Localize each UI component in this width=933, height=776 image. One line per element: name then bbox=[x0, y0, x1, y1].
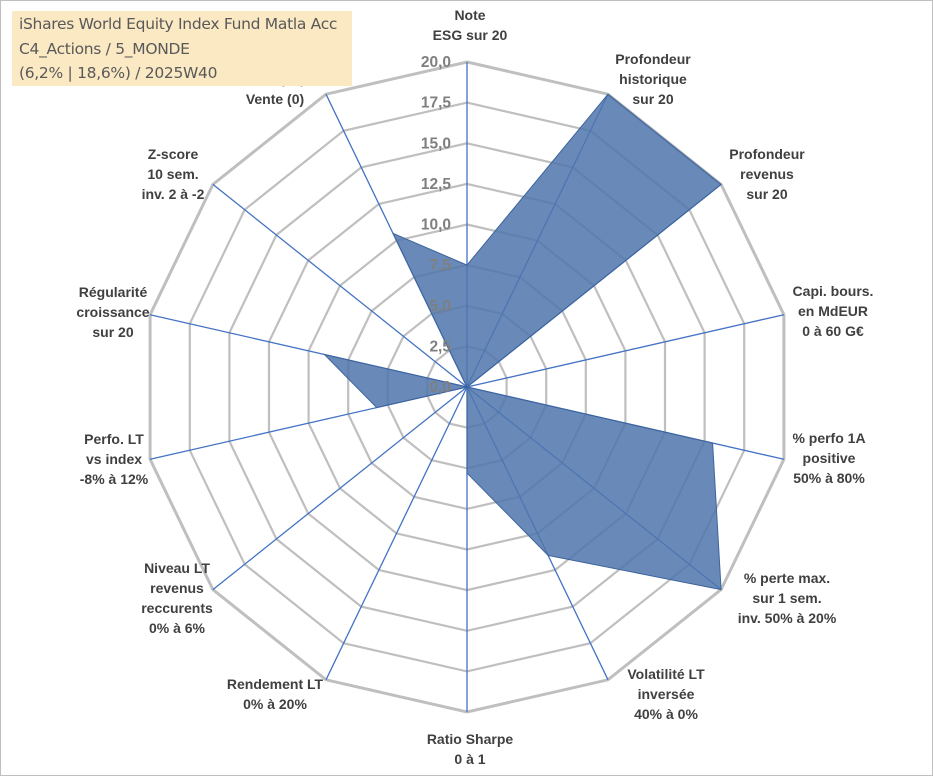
category-label-line: Régularité bbox=[79, 284, 148, 300]
category-label: Régularité croissance sur 20 bbox=[76, 284, 149, 340]
category-label-line: Ratio Sharpe bbox=[427, 731, 514, 747]
category-label-line: inv. 50% à 20% bbox=[738, 610, 837, 626]
category-label-line: croissance bbox=[76, 304, 149, 320]
category-label-line: Note bbox=[454, 7, 485, 23]
category-label-line: inv. 2 à -2 bbox=[142, 186, 205, 202]
category-label: Profondeur revenus sur 20 bbox=[729, 146, 805, 202]
radar-series bbox=[322, 93, 722, 591]
category-label-line: sur 20 bbox=[746, 186, 787, 202]
category-label-line: ESG sur 20 bbox=[433, 27, 508, 43]
axis-line bbox=[466, 314, 785, 388]
category-label: Note ESG sur 20 bbox=[433, 7, 508, 43]
category-label-line: reccurents bbox=[141, 600, 213, 616]
category-label-line: 0% à 20% bbox=[243, 696, 307, 712]
chart-title-box: iShares World Equity Index Fund Matla Ac… bbox=[12, 11, 352, 86]
category-label-line: positive bbox=[803, 450, 856, 466]
tick-label: 7,5 bbox=[429, 257, 451, 274]
axis-line bbox=[325, 386, 468, 681]
category-label-line: 40% à 0% bbox=[634, 706, 698, 722]
category-label-line: inversée bbox=[638, 686, 695, 702]
chart-title-line-3: (6,2% | 18,6%) / 2025W40 bbox=[19, 64, 218, 82]
category-label-line: sur 1 sem. bbox=[752, 590, 821, 606]
category-label-line: % perte max. bbox=[744, 570, 830, 586]
category-label: Profondeur historique sur 20 bbox=[615, 51, 691, 107]
tick-label: 2,5 bbox=[429, 338, 451, 355]
category-label-line: Profondeur bbox=[729, 146, 805, 162]
category-label-line: 10 sem. bbox=[147, 166, 198, 182]
category-label-line: Vente (0) bbox=[246, 91, 304, 107]
category-label: Niveau LT revenus reccurents 0% à 6% bbox=[141, 560, 213, 636]
category-label: Perfo. LT vs index -8% à 12% bbox=[80, 431, 149, 487]
category-label-line: % perfo 1A bbox=[792, 430, 865, 446]
tick-label: 0,0 bbox=[429, 379, 451, 396]
axis-line bbox=[212, 183, 468, 388]
category-label-line: 50% à 80% bbox=[793, 470, 865, 486]
category-label-line: Capi. bours. bbox=[793, 283, 874, 299]
category-label-line: Z-score bbox=[148, 146, 199, 162]
category-label-line: revenus bbox=[740, 166, 794, 182]
tick-label: 10,0 bbox=[421, 217, 451, 234]
category-label: Ratio Sharpe 0 à 1 bbox=[427, 731, 514, 767]
category-label-line: Niveau LT bbox=[144, 560, 210, 576]
category-label-line: Profondeur bbox=[615, 51, 691, 67]
category-labels: Note ESG sur 20 Profondeur historique sur 20… bbox=[76, 7, 873, 767]
category-label-line: 0% à 6% bbox=[149, 620, 206, 636]
category-label-line: revenus bbox=[150, 580, 204, 596]
category-label-line: sur 20 bbox=[92, 324, 133, 340]
chart-title-line-1: iShares World Equity Index Fund Matla Ac… bbox=[19, 15, 338, 33]
category-label: Z-score 10 sem. inv. 2 à -2 bbox=[142, 146, 205, 202]
category-label-line: en MdEUR bbox=[798, 303, 868, 319]
radial-tick-labels: 0,0 2,5 5,0 7,5 10,0 12,5 15,0 17,5 20,0 bbox=[421, 54, 452, 396]
category-label-line: 0 à 1 bbox=[454, 751, 485, 767]
tick-label: 17,5 bbox=[421, 95, 452, 112]
category-label-line: historique bbox=[619, 71, 687, 87]
category-label-line: 0 à 60 G€ bbox=[802, 323, 864, 339]
category-label: Rendement LT 0% à 20% bbox=[227, 676, 324, 712]
category-label: Capi. bours. en MdEUR 0 à 60 G€ bbox=[793, 283, 874, 339]
category-label-line: Perfo. LT bbox=[84, 431, 144, 447]
category-label-line: -8% à 12% bbox=[80, 471, 149, 487]
category-label: Volatilité LT inversée 40% à 0% bbox=[627, 666, 705, 722]
category-label: % perte max. sur 1 sem. inv. 50% à 20% bbox=[738, 570, 837, 626]
series-area bbox=[322, 93, 722, 591]
category-label-line: sur 20 bbox=[632, 91, 673, 107]
tick-label: 20,0 bbox=[421, 54, 451, 71]
category-label: % perfo 1A positive 50% à 80% bbox=[792, 430, 865, 486]
chart-title-line-2: C4_Actions / 5_MONDE bbox=[19, 40, 190, 58]
category-label-line: Rendement LT bbox=[227, 676, 324, 692]
tick-label: 15,0 bbox=[421, 135, 451, 152]
axis-line bbox=[212, 386, 468, 591]
category-label-line: Volatilité LT bbox=[627, 666, 705, 682]
tick-label: 12,5 bbox=[421, 176, 452, 193]
category-label-line: vs index bbox=[86, 451, 142, 467]
tick-label: 5,0 bbox=[429, 298, 451, 315]
